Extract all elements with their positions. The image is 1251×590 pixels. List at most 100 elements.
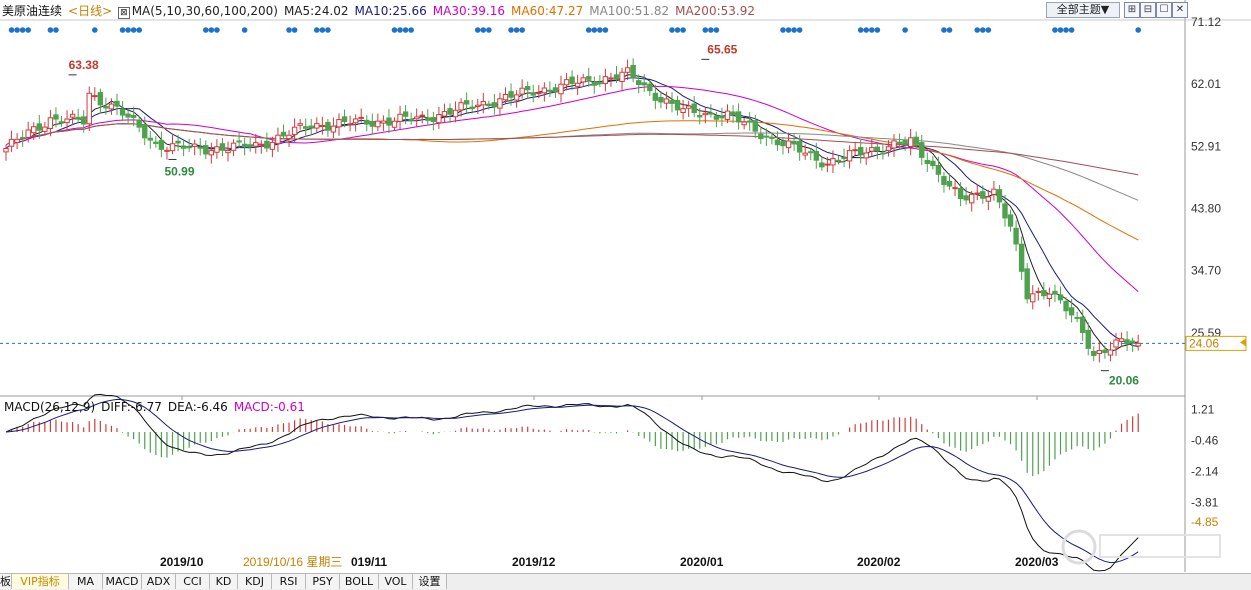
candle-up (952, 187, 958, 190)
candle-down (1091, 350, 1097, 357)
candle-up (891, 140, 897, 149)
candle-up (907, 137, 914, 148)
signal-dot (669, 27, 675, 33)
candle-up (419, 114, 425, 117)
signal-dot (208, 27, 215, 33)
candle-down (280, 131, 287, 137)
window-button-1[interactable]: ⊟ (1140, 2, 1156, 18)
macd-tick-label: -2.14 (1191, 465, 1219, 479)
watermark-logo (1061, 529, 1221, 565)
window-button-2[interactable]: ☐ (1156, 2, 1172, 18)
candle-down (364, 119, 370, 125)
candle-down (425, 117, 431, 121)
signal-dot (508, 27, 514, 33)
candle-down (186, 146, 192, 149)
candle-up (358, 116, 364, 119)
price-marker-icon (1240, 338, 1246, 347)
ma-value-3: MA60:47.27 (511, 4, 584, 18)
candle-down (130, 115, 137, 118)
tab-5[interactable]: KD (210, 574, 238, 589)
window-button-0[interactable]: ⊞ (1124, 2, 1140, 18)
candle-up (702, 112, 708, 116)
signal-dot (980, 27, 986, 33)
candle-down (308, 125, 314, 129)
ma-values: MA5:24.02 MA10:25.66 MA30:39.16 MA60:47.27 M… (284, 4, 761, 18)
candle-down (175, 140, 181, 144)
tab-9[interactable]: BOLL (340, 574, 379, 589)
candle-up (47, 117, 54, 129)
date-label: 019/11 (351, 555, 387, 569)
tab-4[interactable]: CCI (176, 574, 210, 589)
signal-dot (974, 27, 981, 33)
price-tick-label: 43.80 (1191, 202, 1221, 216)
candle-down (203, 145, 209, 155)
tab-11[interactable]: 设置 (413, 574, 447, 589)
signal-dot (680, 27, 686, 33)
period-label[interactable]: <日线> (68, 4, 113, 18)
tab-10[interactable]: VOL (379, 574, 413, 589)
ma-line-ma200 (5, 123, 1139, 176)
signal-dot (1057, 27, 1064, 33)
candle-up (619, 71, 625, 83)
candle-down (491, 102, 498, 108)
candle-down (941, 176, 947, 186)
candle-down (1018, 243, 1025, 272)
candle-up (269, 141, 276, 150)
candle-down (119, 108, 126, 116)
candle-up (214, 146, 220, 153)
candle-down (735, 111, 742, 123)
current-price-label: 24.06 (1189, 336, 1219, 350)
tab-1[interactable]: MA (69, 574, 103, 589)
candle-down (946, 180, 953, 187)
candle-down (1024, 268, 1030, 300)
candle-down (97, 92, 104, 106)
candle-up (685, 105, 692, 109)
signal-dot (1135, 27, 1141, 33)
tab-7[interactable]: RSI (272, 574, 306, 589)
candle-down (708, 112, 714, 115)
instrument-name: 美原油连续 (2, 4, 63, 18)
candle-up (208, 150, 215, 156)
candle-down (1013, 227, 1019, 245)
window-button-3[interactable]: ✕ (1172, 2, 1188, 18)
tab-2[interactable]: MACD (103, 574, 142, 589)
tab-0[interactable]: VIP指标 (12, 574, 69, 589)
candle-up (991, 188, 997, 195)
candle-down (147, 137, 154, 141)
candle-up (108, 103, 115, 110)
candle-up (785, 140, 792, 149)
candle-up (1096, 350, 1103, 355)
candle-down (880, 152, 886, 155)
candle-up (519, 87, 525, 95)
tab-8[interactable]: PSY (306, 574, 340, 589)
date-label: 2020/03 (1015, 555, 1059, 569)
candle-up (985, 196, 992, 202)
candle-down (636, 80, 642, 86)
tab-3[interactable]: ADX (142, 574, 176, 589)
candle-down (835, 159, 842, 162)
candle-down (896, 141, 903, 145)
tab-6[interactable]: KDJ (238, 574, 272, 589)
candle-up (536, 92, 542, 95)
signal-dot (519, 27, 525, 33)
candle-down (597, 82, 603, 85)
candle-down (1007, 214, 1014, 227)
macd-tick-label: 1.21 (1191, 403, 1215, 417)
candle-down (1002, 203, 1008, 219)
candle-down (996, 189, 1003, 203)
candle-down (819, 162, 825, 168)
ma-toggle-icon[interactable]: ⊠ (118, 7, 130, 19)
candlesticks[interactable] (3, 58, 1141, 363)
tab-left-stub[interactable]: 板 (0, 574, 12, 589)
signal-dot (597, 27, 603, 33)
candle-down (1074, 316, 1080, 319)
signal-dot (319, 27, 326, 33)
candle-down (1080, 316, 1086, 333)
signal-dot (92, 27, 98, 33)
candle-up (541, 87, 548, 94)
theme-dropdown[interactable]: 全部主题▼ (1046, 2, 1120, 18)
candle-up (347, 123, 353, 126)
candle-down (758, 133, 764, 140)
candle-up (852, 149, 858, 152)
candle-down (1085, 329, 1091, 349)
